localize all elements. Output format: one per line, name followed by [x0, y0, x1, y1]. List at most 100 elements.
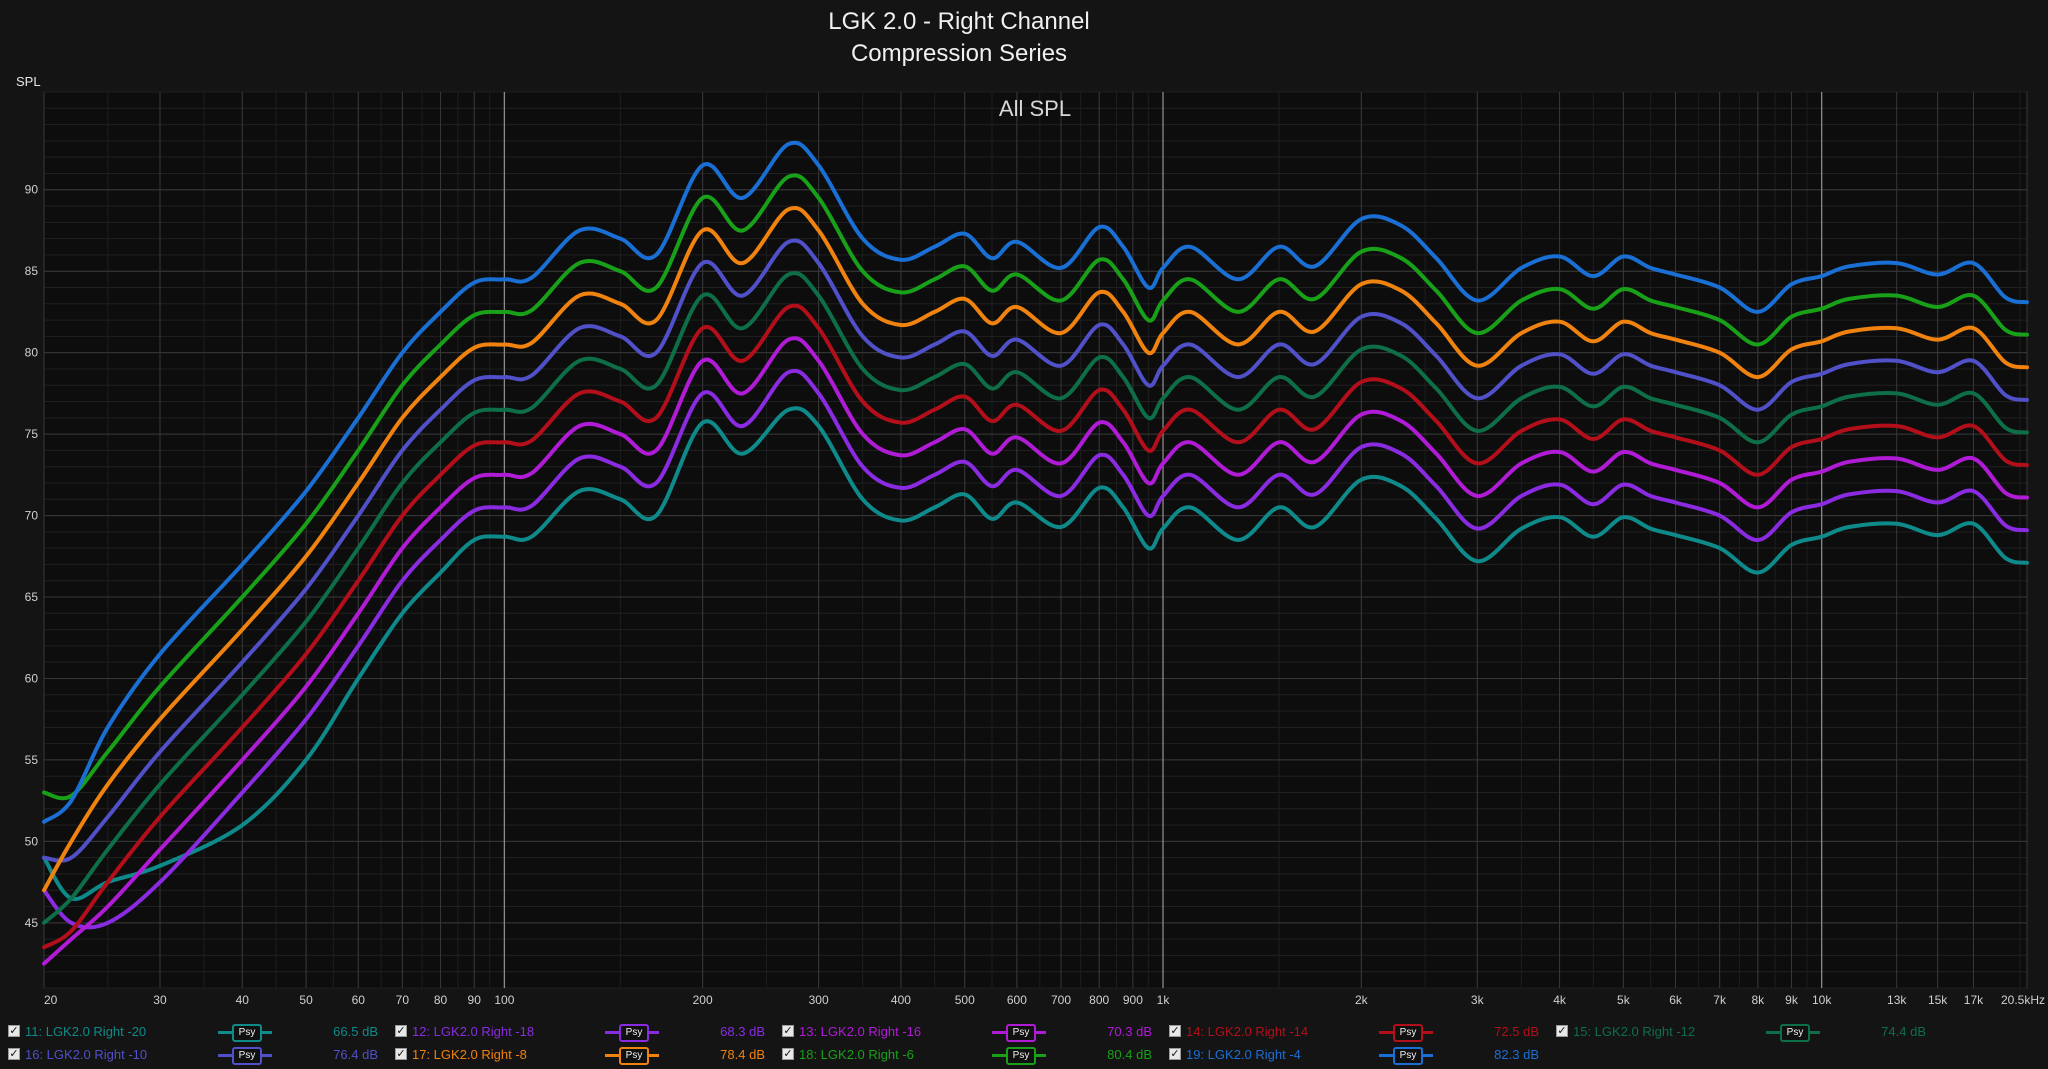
x-tick-label: 200 — [693, 993, 713, 1007]
legend-psy-badge: Psy — [619, 1047, 649, 1065]
legend-checkbox[interactable]: ✓ — [1169, 1047, 1181, 1060]
legend-value: 74.4 dB — [1881, 1024, 1926, 1039]
series-layer — [42, 140, 2029, 966]
legend-checkbox[interactable]: ✓ — [1169, 1024, 1181, 1037]
legend-line-swatch[interactable]: Psy — [1379, 1023, 1433, 1042]
legend-series-name: 13: LGK2.0 Right -16 — [799, 1024, 922, 1039]
legend-checkbox[interactable]: ✓ — [8, 1024, 20, 1037]
legend-psy-badge: Psy — [232, 1024, 262, 1042]
x-tick-label: 700 — [1051, 993, 1071, 1007]
legend-series-name: 16: LGK2.0 Right -10 — [25, 1047, 148, 1062]
chart-subtitle: Compression Series — [850, 40, 1068, 67]
legend-psy-badge: Psy — [1393, 1024, 1423, 1042]
legend-checkbox[interactable]: ✓ — [395, 1047, 407, 1060]
y-axis-ticks: 45 50 55 60 65 70 75 80 85 90 — [25, 183, 39, 930]
legend-value: 80.4 dB — [1107, 1047, 1152, 1062]
x-tick-label: 4k — [1553, 993, 1567, 1007]
legend-item: ✓ 14: LGK2.0 Right -14 Psy 72.5 dB — [1169, 1022, 1549, 1042]
x-axis-ticks: 20 30 40 50 60 70 80 90 100 200 300 400 500 600 700 800… — [44, 993, 2045, 1007]
x-tick-label: 90 — [468, 993, 482, 1007]
series-line-2 — [42, 368, 2029, 930]
x-tick-label: 13k — [1887, 993, 1907, 1007]
legend-line-swatch[interactable]: Psy — [1379, 1046, 1433, 1065]
legend-line-swatch[interactable]: Psy — [992, 1023, 1046, 1042]
y-tick-label: 65 — [25, 590, 39, 604]
series-line-5 — [42, 271, 2029, 925]
x-tick-label: 500 — [955, 993, 975, 1007]
chart-main-title: LGK 2.0 - Right Channel — [828, 8, 1090, 35]
legend-checkbox[interactable]: ✓ — [1556, 1024, 1568, 1037]
legend-series-name: 17: LGK2.0 Right -8 — [412, 1047, 527, 1062]
x-tick-label: 900 — [1123, 993, 1143, 1007]
legend-value: 66.5 dB — [333, 1024, 378, 1039]
y-tick-label: 85 — [25, 264, 39, 278]
legend-checkbox[interactable]: ✓ — [782, 1024, 794, 1037]
legend-line-swatch[interactable]: Psy — [605, 1046, 659, 1065]
legend-value: 82.3 dB — [1494, 1047, 1539, 1062]
legend-line-swatch[interactable]: Psy — [1766, 1023, 1820, 1042]
y-tick-label: 45 — [25, 916, 39, 930]
x-tick-label: 30 — [153, 993, 167, 1007]
x-tick-label: 17k — [1964, 993, 1984, 1007]
x-tick-label: 8k — [1751, 993, 1765, 1007]
x-tick-label: 5k — [1617, 993, 1631, 1007]
legend-checkbox[interactable]: ✓ — [782, 1047, 794, 1060]
legend-item: ✓ 16: LGK2.0 Right -10 Psy 76.4 dB — [8, 1045, 388, 1065]
legend-value: 76.4 dB — [333, 1047, 378, 1062]
legend-line-swatch[interactable]: Psy — [218, 1023, 272, 1042]
legend-psy-badge: Psy — [1393, 1047, 1423, 1065]
y-tick-label: 50 — [25, 834, 39, 848]
legend-psy-badge: Psy — [1006, 1047, 1036, 1065]
x-tick-label: 60 — [352, 993, 366, 1007]
legend-series-name: 14: LGK2.0 Right -14 — [1186, 1024, 1309, 1039]
series-line-6 — [42, 238, 2029, 863]
x-tick-label: 15k — [1928, 993, 1948, 1007]
legend-line-swatch[interactable]: Psy — [992, 1046, 1046, 1065]
x-tick-label: 400 — [891, 993, 911, 1007]
plot-title: All SPL — [999, 96, 1071, 121]
legend-psy-badge: Psy — [1006, 1024, 1036, 1042]
legend-psy-badge: Psy — [1780, 1024, 1810, 1042]
legend-line-swatch[interactable]: Psy — [605, 1023, 659, 1042]
y-tick-label: 70 — [25, 509, 39, 523]
y-tick-label: 75 — [25, 427, 39, 441]
x-tick-label: 50 — [299, 993, 313, 1007]
title-block: LGK 2.0 - Right Channel Compression Seri… — [0, 6, 1918, 70]
x-tick-label: 20 — [44, 993, 58, 1007]
x-tick-label: 80 — [434, 993, 448, 1007]
y-tick-label: 80 — [25, 346, 39, 360]
series-line-4 — [42, 303, 2029, 950]
legend-value: 70.3 dB — [1107, 1024, 1152, 1039]
x-tick-label: 7k — [1713, 993, 1727, 1007]
legend-series-name: 15: LGK2.0 Right -12 — [1573, 1024, 1696, 1039]
legend: ✓ 11: LGK2.0 Right -20 Psy 66.5 dB ✓ 12: LGK2… — [0, 1018, 2048, 1069]
legend-value: 72.5 dB — [1494, 1024, 1539, 1039]
y-axis-label: SPL — [16, 74, 41, 89]
series-line-8 — [42, 173, 2029, 801]
x-tick-label: 600 — [1007, 993, 1027, 1007]
x-tick-label: 10k — [1812, 993, 1832, 1007]
legend-checkbox[interactable]: ✓ — [395, 1024, 407, 1037]
legend-checkbox[interactable]: ✓ — [8, 1047, 20, 1060]
x-tick-label: 6k — [1669, 993, 1683, 1007]
legend-item: ✓ 12: LGK2.0 Right -18 Psy 68.3 dB — [395, 1022, 775, 1042]
legend-item: ✓ 18: LGK2.0 Right -6 Psy 80.4 dB — [782, 1045, 1162, 1065]
x-tick-label: 800 — [1089, 993, 1109, 1007]
legend-psy-badge: Psy — [232, 1047, 262, 1065]
legend-psy-badge: Psy — [619, 1024, 649, 1042]
legend-item: ✓ 17: LGK2.0 Right -8 Psy 78.4 dB — [395, 1045, 775, 1065]
legend-item: ✓ 15: LGK2.0 Right -12 Psy 74.4 dB — [1556, 1022, 1936, 1042]
series-line-7 — [42, 206, 2029, 893]
legend-item: ✓ 13: LGK2.0 Right -16 Psy 70.3 dB — [782, 1022, 1162, 1042]
legend-line-swatch[interactable]: Psy — [218, 1046, 272, 1065]
x-tick-label: 3k — [1471, 993, 1485, 1007]
legend-value: 68.3 dB — [720, 1024, 765, 1039]
legend-item: ✓ 11: LGK2.0 Right -20 Psy 66.5 dB — [8, 1022, 388, 1042]
y-tick-label: 55 — [25, 753, 39, 767]
x-tick-label: 300 — [809, 993, 829, 1007]
legend-value: 78.4 dB — [720, 1047, 765, 1062]
x-tick-label: 70 — [396, 993, 410, 1007]
x-tick-label: 40 — [236, 993, 250, 1007]
chart-plot: 45 50 55 60 65 70 75 80 85 90 20 30 40 50 60 70 80 90 100… — [16, 74, 2045, 1007]
x-tick-label: 1k — [1157, 993, 1171, 1007]
